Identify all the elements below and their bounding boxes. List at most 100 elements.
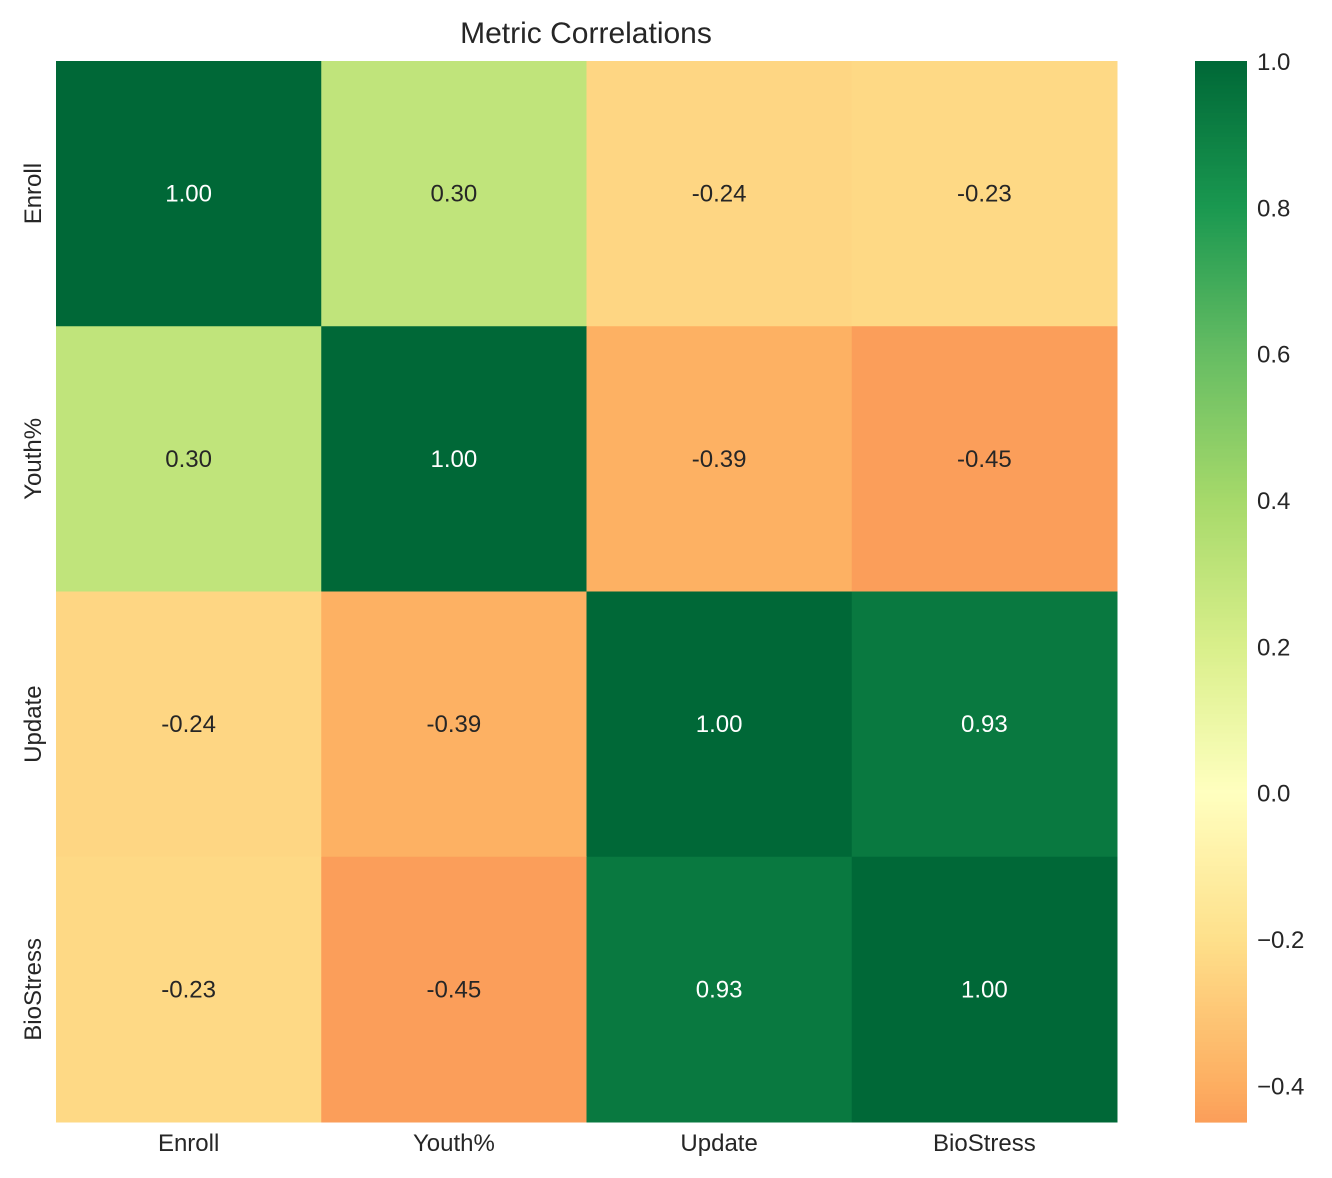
colorbar-segment [1195, 881, 1247, 887]
colorbar-segment [1195, 385, 1247, 390]
colorbar-segment [1195, 337, 1247, 342]
colorbar-segment [1195, 889, 1247, 895]
colorbar-segment [1195, 349, 1247, 354]
colorbar-segment [1195, 213, 1247, 218]
colorbar-segment [1195, 253, 1247, 258]
colorbar-segment [1195, 617, 1247, 623]
colorbar-segment [1195, 885, 1247, 891]
cell-annotation: 1.00 [961, 976, 1008, 1003]
colorbar-segment [1195, 589, 1247, 595]
colorbar-segment [1195, 941, 1247, 947]
colorbar-tick-label: 1.0 [1257, 49, 1290, 76]
colorbar-segment [1195, 61, 1247, 66]
colorbar-segment [1195, 665, 1247, 671]
heatmap-cell [321, 61, 587, 327]
colorbar-segment [1195, 713, 1247, 719]
colorbar-segment [1195, 901, 1247, 907]
colorbar-segment [1195, 329, 1247, 334]
x-tick-label: BioStress [933, 1130, 1036, 1157]
colorbar-segment [1195, 581, 1247, 587]
colorbar-segment [1195, 149, 1247, 154]
x-axis-ticks: Enroll Youth% Update BioStress [158, 1130, 1036, 1157]
colorbar-segment [1195, 597, 1247, 603]
colorbar-segment [1195, 81, 1247, 86]
colorbar-segment [1195, 137, 1247, 142]
colorbar-segment [1195, 897, 1247, 903]
colorbar-segment [1195, 781, 1247, 787]
colorbar-segment [1195, 445, 1247, 450]
colorbar-segment [1195, 417, 1247, 422]
colorbar-segment [1195, 325, 1247, 330]
colorbar-segment [1195, 321, 1247, 326]
colorbar-segment [1195, 229, 1247, 234]
colorbar-segment [1195, 297, 1247, 302]
colorbar-segment [1195, 377, 1247, 382]
colorbar-segment [1195, 869, 1247, 875]
colorbar-segment [1195, 929, 1247, 935]
colorbar-segment [1195, 893, 1247, 899]
colorbar-segment [1195, 841, 1247, 847]
colorbar-segment [1195, 625, 1247, 631]
colorbar-segment [1195, 825, 1247, 831]
colorbar-segment [1195, 905, 1247, 911]
colorbar-segment [1195, 281, 1247, 286]
colorbar-segment [1195, 77, 1247, 82]
colorbar-segment [1195, 805, 1247, 811]
colorbar-segment [1195, 265, 1247, 270]
colorbar-segment [1195, 1053, 1247, 1059]
colorbar-segment [1195, 717, 1247, 723]
colorbar-segment [1195, 1069, 1247, 1075]
colorbar-segment [1195, 1049, 1247, 1055]
cell-annotation: -0.24 [692, 181, 747, 208]
colorbar-segment [1195, 333, 1247, 338]
colorbar-segment [1195, 957, 1247, 963]
colorbar-segment [1195, 977, 1247, 983]
colorbar-segment [1195, 601, 1247, 607]
colorbar-segment [1195, 845, 1247, 851]
x-tick-label: Youth% [413, 1130, 495, 1157]
colorbar-segment [1195, 221, 1247, 226]
cell-annotation: 1.00 [696, 711, 743, 738]
colorbar-segment [1195, 585, 1247, 591]
colorbar-segment [1195, 821, 1247, 827]
cell-annotation: -0.39 [692, 446, 747, 473]
colorbar-segment [1195, 441, 1247, 446]
colorbar-segment [1195, 1037, 1247, 1043]
colorbar-segment [1195, 453, 1247, 458]
colorbar-segment [1195, 425, 1247, 430]
colorbar-segment [1195, 545, 1247, 551]
y-tick-label: BioStress [20, 938, 47, 1041]
colorbar-segment [1195, 577, 1247, 583]
colorbar-segment [1195, 105, 1247, 110]
colorbar-segment [1195, 569, 1247, 575]
colorbar-segment [1195, 741, 1247, 747]
colorbar-segment [1195, 493, 1247, 499]
colorbar-segment [1195, 513, 1247, 519]
colorbar-segment [1195, 777, 1247, 783]
colorbar-segment [1195, 965, 1247, 971]
heatmap-cell [321, 326, 587, 592]
colorbar-tick-label: 0.2 [1257, 634, 1290, 661]
colorbar-segment [1195, 961, 1247, 967]
colorbar-segment [1195, 633, 1247, 639]
colorbar-segment [1195, 909, 1247, 915]
colorbar-segment [1195, 505, 1247, 511]
colorbar-segment [1195, 1105, 1247, 1111]
colorbar-tick-label: −0.4 [1257, 1073, 1304, 1100]
colorbar-segment [1195, 693, 1247, 699]
colorbar-segment [1195, 1009, 1247, 1015]
colorbar-tick-label: 0.8 [1257, 195, 1290, 222]
colorbar-segment [1195, 873, 1247, 879]
colorbar-segment [1195, 981, 1247, 987]
colorbar-segment [1195, 525, 1247, 531]
colorbar-segment [1195, 1029, 1247, 1035]
colorbar-segment [1195, 985, 1247, 991]
colorbar-segment [1195, 765, 1247, 771]
colorbar-segment [1195, 1061, 1247, 1067]
colorbar-segment [1195, 341, 1247, 346]
colorbar-segment [1195, 689, 1247, 695]
colorbar-segment [1195, 1065, 1247, 1071]
colorbar-segment [1195, 1077, 1247, 1083]
colorbar-segment [1195, 1033, 1247, 1039]
colorbar-segment [1195, 357, 1247, 362]
